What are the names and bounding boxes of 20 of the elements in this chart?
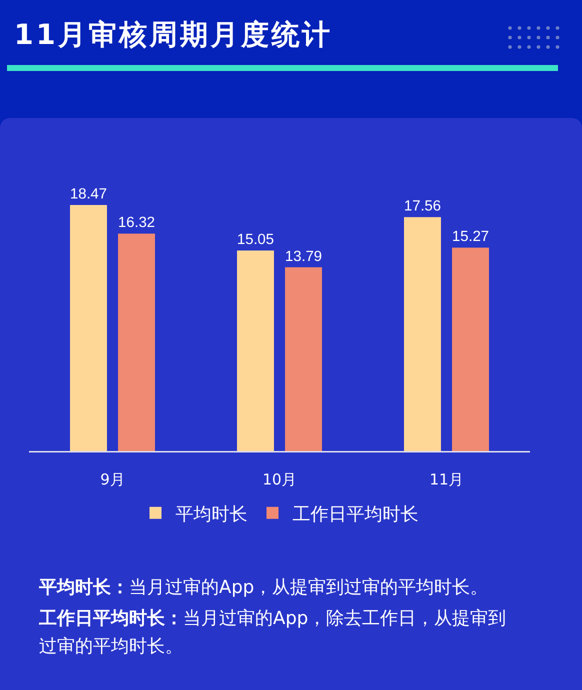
x-tick-label: 9月 bbox=[100, 470, 125, 488]
legend-label: 工作日平均时长 bbox=[292, 504, 418, 525]
text: 平均时长：当月过审的App，从提审到过审的平均时长。 bbox=[39, 577, 488, 598]
x-tick-label: 11月 bbox=[429, 470, 464, 488]
bar bbox=[70, 204, 107, 451]
chart-title: 11月审核周期月度统计 bbox=[14, 17, 332, 53]
bar bbox=[452, 248, 489, 451]
bar bbox=[404, 217, 441, 451]
data-label: 16.32 bbox=[118, 215, 155, 232]
data-label: 18.47 bbox=[70, 186, 107, 202]
bar bbox=[285, 267, 322, 451]
x-tick-label: 10月 bbox=[262, 470, 297, 488]
bar bbox=[118, 234, 155, 451]
legend-label: 平均时长 bbox=[176, 504, 248, 525]
data-label: 13.79 bbox=[285, 248, 322, 265]
data-label: 17.56 bbox=[404, 198, 441, 215]
data-label: 15.27 bbox=[452, 229, 489, 246]
text: 工作日平均时长：当月过审的App，除去工作日，从提审到过审的平均时长。 bbox=[39, 608, 506, 657]
bar bbox=[237, 250, 274, 451]
data-label: 15.05 bbox=[237, 232, 274, 248]
